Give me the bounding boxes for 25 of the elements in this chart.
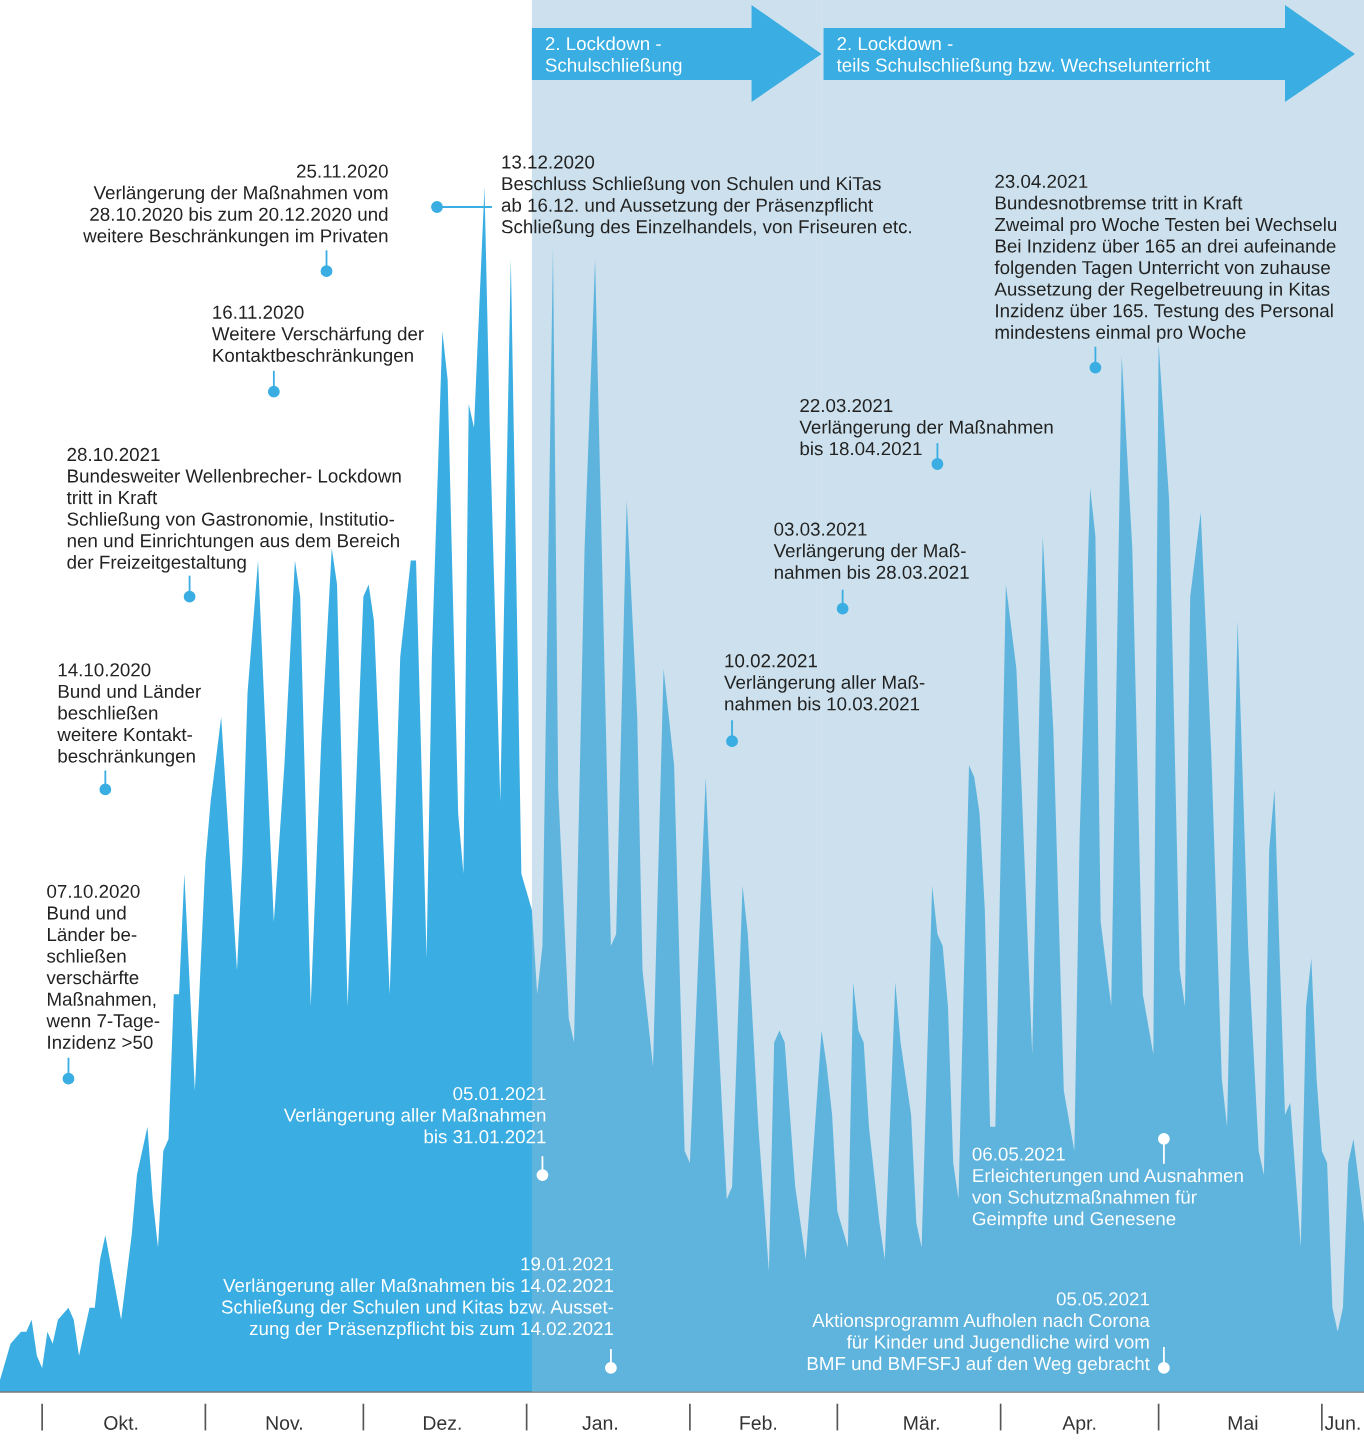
annotation: 03.03.2021 Verlängerung der Maß- nahmen bis 28.03.2021: [773, 522, 969, 579]
x-tick-label: Dez.: [423, 1416, 461, 1430]
x-tick-label: Nov.: [266, 1416, 302, 1430]
annotation: 23.04.2021 Bundesnotbremse tritt in Kraft Zweimal pro Woche Testen bei Wechselu Bei Inzidenz über 165 an drei aufeinande folgenden Tagen Unterricht von zuhause Aussetzung der Regelbetreuung in Kitas Inzidenz über 165. Testung des Personal mindestens einmal pro Woche: [994, 174, 1337, 343]
annotation: 16.11.2020 Weitere Verschärfung der Kontaktbeschränkungen: [211, 305, 424, 366]
x-tick-label: Mai: [1228, 1415, 1258, 1430]
annotation: 19.01.2021 Verlängerung aller Maßnahmen bis 14.02.2021 Schließung der Schulen und Kitas bzw. Ausset- zung der Präsenzpflicht bis zum 14.02.2021: [221, 1257, 614, 1339]
annotation: 06.05.2021 Erleichterungen und Ausnahmen von Schutzmaßnahmen für Geimpfte und Genesene: [971, 1147, 1243, 1230]
x-tick-label: Jun.: [1324, 1416, 1360, 1430]
annotation: 07.10.2020 Bund und Länder be- schließen verschärfte Maßnahmen, wenn 7-Tage- Inzidenz >50: [46, 884, 160, 1049]
annotation: 10.02.2021 Verlängerung aller Maß- nahmen bis 10.03.2021: [724, 654, 925, 711]
x-tick-label: Mär.: [904, 1416, 939, 1430]
band-label: 2. Lockdown - teils Schulschließung bzw. Wechselunterricht: [836, 36, 1211, 76]
annotation: 05.05.2021 Aktionsprogramm Aufholen nach Corona für Kinder und Jugendliche wird vom BMF und BMFSFJ auf den Weg gebracht: [807, 1292, 1150, 1374]
x-tick-label: Okt.: [104, 1415, 138, 1430]
annotation: 14.10.2020 Bund und Länder beschließen weitere Kontakt- beschränkungen: [57, 663, 201, 767]
annotation: 22.03.2021 Verlängerung der Maßnahmen bis 18.04.2021: [799, 398, 1053, 456]
band-label: 2. Lockdown - Schulschließung: [545, 36, 682, 76]
x-tick-label: Jan.: [582, 1416, 617, 1430]
x-tick-label: Feb.: [740, 1415, 777, 1430]
annotation: 28.10.2021 Bundesweiter Wellenbrecher- Lockdown tritt in Kraft Schließung von Gastronomie, Institutio- nen und Einrichtungen aus dem Bereich der Freizeitgestaltung: [66, 447, 401, 573]
annotation: 25.11.2020 Verlängerung der Maßnahmen vom 28.10.2020 bis zum 20.12.2020 und weitere Beschränkungen im Privaten: [83, 164, 388, 247]
annotation: 05.01.2021 Verlängerung aller Maßnahmen bis 31.01.2021: [283, 1086, 546, 1144]
x-tick-label: Apr.: [1062, 1416, 1096, 1434]
annotation: 13.12.2020 Beschluss Schließung von Schulen und KiTas ab 16.12. und Aussetzung der Präsenzpflicht Schließung des Einzelhandels, von Friseuren etc.: [501, 155, 911, 238]
